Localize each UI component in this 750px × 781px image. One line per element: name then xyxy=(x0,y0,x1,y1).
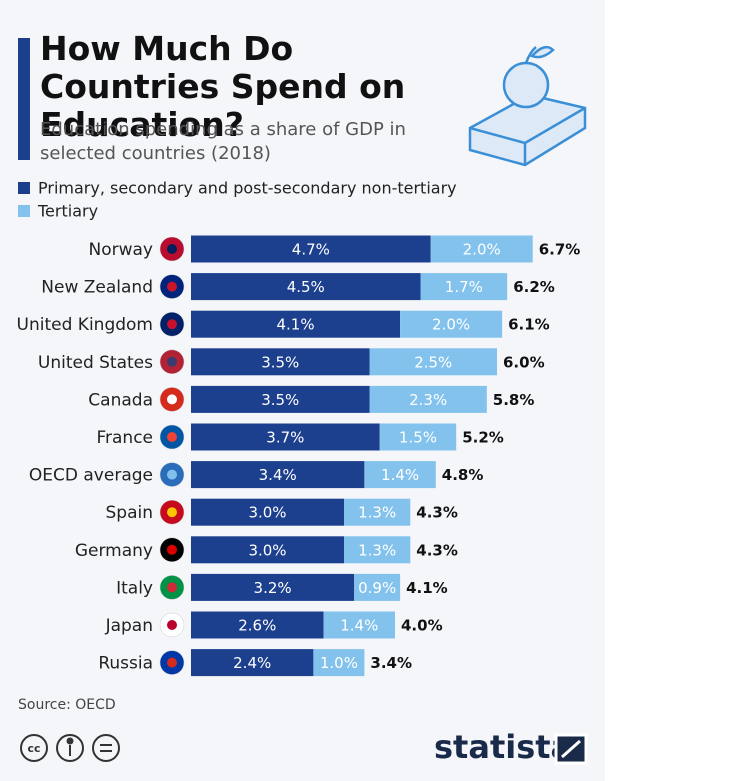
bar-segment xyxy=(430,235,533,263)
category-label: Spain xyxy=(106,503,154,523)
category-label: United Kingdom xyxy=(17,315,153,335)
flag-icon-detail xyxy=(167,281,177,292)
value-label: 1.0% xyxy=(320,654,358,672)
brand-mark xyxy=(554,733,588,765)
flag-icon-detail xyxy=(167,319,177,330)
value-label: 1.4% xyxy=(381,466,419,484)
total-label: 4.3% xyxy=(416,541,458,559)
flag-icon-detail xyxy=(167,469,177,480)
flag-icon-detail xyxy=(167,432,177,442)
value-label: 3.0% xyxy=(248,504,286,522)
brand-logo: statista xyxy=(434,728,572,766)
value-label: 2.3% xyxy=(409,391,447,409)
flag-icon-detail xyxy=(167,394,177,405)
legend-label: Tertiary xyxy=(37,202,98,221)
flag-icon-detail xyxy=(167,582,177,593)
total-label: 6.0% xyxy=(503,353,545,371)
legend-swatch xyxy=(18,182,30,194)
bar-segment xyxy=(191,573,355,601)
value-label: 3.5% xyxy=(261,353,299,371)
category-label: Germany xyxy=(75,541,153,561)
total-label: 6.2% xyxy=(513,278,555,296)
total-label: 4.0% xyxy=(401,617,443,635)
value-label: 2.5% xyxy=(414,353,452,371)
icon-apple-book xyxy=(468,45,587,167)
bar-segment xyxy=(191,498,344,526)
chart-subtitle: Education spending as a share of GDP in … xyxy=(40,119,406,164)
flag-icon-detail xyxy=(167,544,177,555)
bar-segment xyxy=(191,611,324,639)
category-label: France xyxy=(96,428,153,448)
flag-icon-detail xyxy=(167,657,177,668)
legend-label: Primary, secondary and post-secondary no… xyxy=(38,179,457,198)
bar-segment xyxy=(191,348,370,376)
license-icons: cc xyxy=(20,734,120,762)
total-label: 4.1% xyxy=(406,579,448,597)
bar-segment xyxy=(400,310,503,338)
category-label: Norway xyxy=(89,240,154,260)
bar-segment xyxy=(369,348,497,376)
total-label: 5.2% xyxy=(462,429,504,447)
category-label: United States xyxy=(38,353,153,373)
value-label: 2.0% xyxy=(463,241,501,259)
bar-segment xyxy=(354,573,401,601)
bar-segment xyxy=(344,536,411,564)
source: Source: OECD xyxy=(18,697,116,713)
bar-segment xyxy=(191,536,344,564)
category-label: New Zealand xyxy=(41,278,153,298)
flag-icon-detail xyxy=(167,620,177,630)
bar-segment xyxy=(313,649,365,677)
legend-swatch xyxy=(18,205,30,217)
value-label: 1.3% xyxy=(358,504,396,522)
value-label: 1.5% xyxy=(399,429,437,447)
category-label: Russia xyxy=(98,654,153,674)
value-label: 1.7% xyxy=(445,278,483,296)
category-label: Japan xyxy=(105,616,153,636)
total-label: 5.8% xyxy=(493,391,535,409)
category-label: OECD average xyxy=(29,466,153,486)
bar-segment xyxy=(191,649,314,677)
value-label: 0.9% xyxy=(358,579,396,597)
value-label: 4.7% xyxy=(292,241,330,259)
chart-title: How Much Do Countries Spend on Education… xyxy=(40,29,406,144)
value-label: 3.7% xyxy=(266,429,304,447)
total-label: 4.3% xyxy=(416,504,458,522)
value-label: 2.6% xyxy=(238,617,276,635)
value-label: 2.4% xyxy=(233,654,271,672)
bar-segment xyxy=(323,611,395,639)
bar-segment xyxy=(191,235,431,263)
total-label: 3.4% xyxy=(370,654,412,672)
value-label: 4.5% xyxy=(287,278,325,296)
total-label: 6.1% xyxy=(508,316,550,334)
bar-segment xyxy=(191,273,421,301)
category-label: Canada xyxy=(88,390,153,410)
total-label: 4.8% xyxy=(442,466,484,484)
bar-segment xyxy=(364,461,436,489)
bar-segment xyxy=(369,385,487,413)
bar-segment xyxy=(344,498,411,526)
flag-icon-detail xyxy=(167,507,177,518)
flag-icon-detail xyxy=(167,244,177,254)
value-label: 3.5% xyxy=(261,391,299,409)
bar-segment xyxy=(191,385,370,413)
value-label: 3.0% xyxy=(248,541,286,559)
category-label: Italy xyxy=(116,578,153,598)
bar-segment xyxy=(420,273,508,301)
bar-segment xyxy=(379,423,457,451)
value-label: 2.0% xyxy=(432,316,470,334)
value-label: 1.3% xyxy=(358,541,396,559)
total-label: 6.7% xyxy=(539,241,581,259)
flag-icon-detail xyxy=(167,356,177,367)
value-label: 3.2% xyxy=(254,579,292,597)
value-label: 4.1% xyxy=(276,316,314,334)
bar-segment xyxy=(191,310,401,338)
value-label: 1.4% xyxy=(340,617,378,635)
value-label: 3.4% xyxy=(259,466,297,484)
bar-segment xyxy=(191,461,365,489)
title-accent xyxy=(18,38,30,160)
svg-text:cc: cc xyxy=(27,742,40,755)
bar-segment xyxy=(191,423,380,451)
